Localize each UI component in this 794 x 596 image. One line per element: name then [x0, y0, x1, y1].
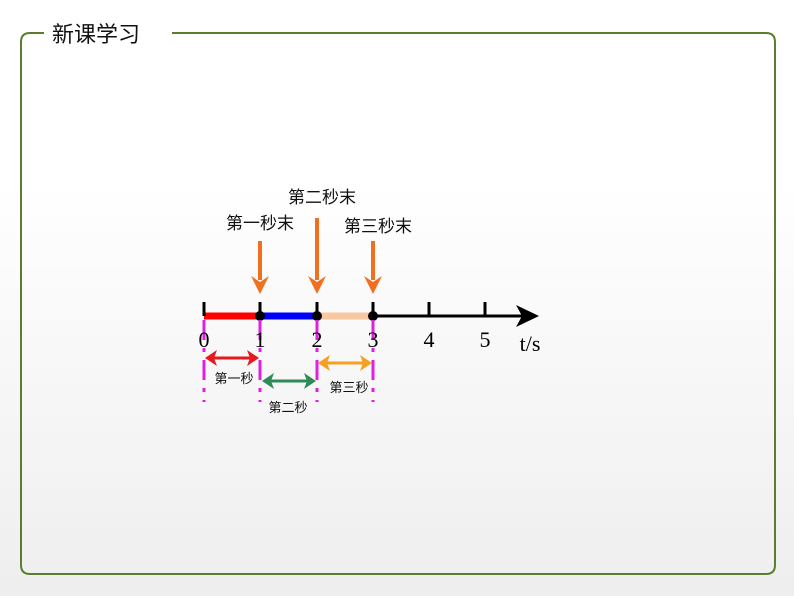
dot-2 [312, 311, 322, 321]
dot-3 [368, 311, 378, 321]
time-axis [202, 302, 539, 327]
interval-arrow-3 [318, 355, 372, 371]
guide-lines [202, 320, 375, 402]
slide-frame [20, 32, 776, 575]
tick-label-5: 5 [480, 327, 491, 352]
interval-label-1: 第一秒 [214, 372, 253, 387]
tick-label-0: 0 [199, 327, 210, 352]
slide-title: 新课学习 [52, 23, 140, 48]
tick-label-4: 4 [424, 327, 435, 352]
moment-label-1: 第一秒末 [226, 214, 294, 234]
moment-label-3: 第三秒末 [344, 217, 412, 237]
moment-label-2: 第二秒末 [288, 188, 356, 208]
axis-label: t/s [520, 331, 541, 356]
interval-label-3: 第三秒 [329, 381, 368, 396]
tick-label-1: 1 [255, 327, 266, 352]
interval-label-2: 第二秒 [268, 401, 307, 416]
moment-arrows [251, 218, 382, 294]
tick-label-2: 2 [312, 327, 323, 352]
dot-1 [255, 311, 265, 321]
interval-arrow-1 [205, 350, 259, 366]
axis-arrowhead [516, 305, 539, 327]
tick-label-3: 3 [368, 327, 379, 352]
interval-arrow-2 [262, 373, 316, 389]
